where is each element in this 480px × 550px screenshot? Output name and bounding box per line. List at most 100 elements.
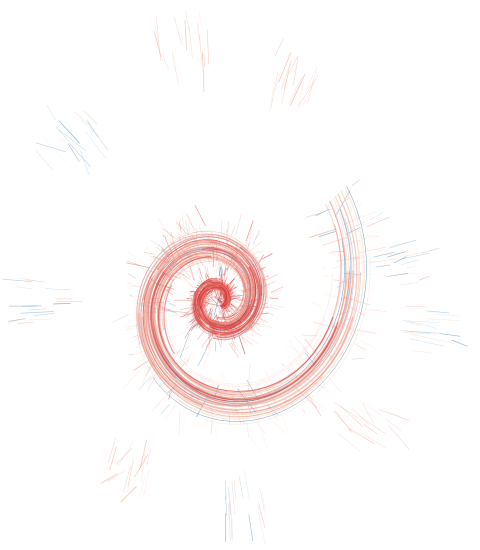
fringe-filament xyxy=(203,53,206,68)
spiral-stroke xyxy=(152,251,249,365)
bristle-mark xyxy=(205,302,220,307)
bristle-mark xyxy=(222,373,227,382)
bristle-mark xyxy=(256,328,261,332)
bristle-mark xyxy=(265,275,269,278)
fringe-filament xyxy=(373,251,395,258)
fringe-filament xyxy=(435,313,458,317)
bristle-mark xyxy=(228,286,238,294)
fringe-filament xyxy=(173,16,183,45)
fringe-filament xyxy=(387,251,406,258)
fringe-filament xyxy=(181,32,185,48)
fringe-filament xyxy=(100,473,118,484)
fringe-filament xyxy=(2,278,32,282)
fringe-filament xyxy=(248,514,254,541)
fringe-filament xyxy=(202,51,205,93)
fringe-filament xyxy=(86,119,99,138)
bristle-mark xyxy=(225,308,233,312)
spiral-stroke xyxy=(205,254,371,425)
bristle-mark xyxy=(264,368,276,393)
fringe-filament xyxy=(405,330,441,334)
fringe-filament xyxy=(140,439,148,468)
bristle-mark xyxy=(160,404,170,415)
fringe-filament xyxy=(340,405,363,427)
fringe-filament xyxy=(301,75,318,108)
bristle-mark xyxy=(318,230,336,238)
bristle-mark xyxy=(288,339,303,361)
spiral-stroke xyxy=(200,283,229,300)
bristle-mark xyxy=(248,224,252,248)
fringe-filament xyxy=(268,82,275,115)
bristle-mark xyxy=(200,336,210,349)
fringe-filament xyxy=(389,239,417,248)
bristle-mark xyxy=(292,334,307,349)
bristle-mark xyxy=(179,312,193,318)
bristle-mark xyxy=(223,310,226,316)
spiral-stroke xyxy=(163,284,175,355)
fringe-filament xyxy=(230,500,233,541)
bristle-mark xyxy=(181,411,188,431)
spiral-stroke xyxy=(217,234,267,334)
bristle-mark xyxy=(125,323,143,330)
fringe-filament xyxy=(409,338,445,347)
spiral-stroke xyxy=(156,325,226,396)
fringe-filament xyxy=(161,53,170,70)
fringe-filament xyxy=(87,121,109,151)
bristle-mark xyxy=(179,332,190,358)
fringe-filament xyxy=(185,10,190,33)
spiral-stroke xyxy=(197,282,232,301)
bristle-mark xyxy=(226,267,229,272)
fringe-filament xyxy=(68,143,80,162)
bristle-mark xyxy=(238,335,246,355)
bristle-mark xyxy=(238,236,240,242)
spiral-stroke xyxy=(204,277,250,323)
bristle-mark xyxy=(141,268,158,274)
bristle-mark xyxy=(233,297,243,300)
bristle-mark xyxy=(176,263,189,273)
bristle-mark xyxy=(308,228,337,239)
bristle-mark xyxy=(178,233,184,238)
spiral-stroke xyxy=(188,259,236,274)
bristle-mark xyxy=(184,220,189,234)
fringe-filament xyxy=(17,321,34,324)
fringe-filament xyxy=(58,129,86,151)
fringe-filament xyxy=(171,51,179,84)
spiral-stroke xyxy=(227,259,248,305)
bristle-mark xyxy=(181,213,186,239)
fringe-filament xyxy=(19,277,38,282)
bristle-mark xyxy=(138,375,152,390)
bristle-mark xyxy=(186,213,195,231)
bristle-mark xyxy=(258,250,264,254)
bristle-mark xyxy=(191,234,201,249)
bristle-mark xyxy=(313,322,339,329)
bristle-mark xyxy=(126,281,139,288)
bristle-mark xyxy=(184,325,193,339)
fringe-filament xyxy=(27,308,48,311)
bristle-mark xyxy=(367,309,387,312)
bristle-mark xyxy=(245,220,254,242)
fringe-filament xyxy=(83,110,98,125)
spiral-stroke xyxy=(231,260,250,320)
bristle-mark xyxy=(146,253,156,260)
fringe-filament xyxy=(64,121,81,138)
fringe-filament xyxy=(278,52,292,83)
bristle-mark xyxy=(195,360,207,376)
fringe-filament xyxy=(403,331,436,335)
bristle-mark xyxy=(228,306,233,310)
fringe-filament xyxy=(287,56,298,77)
bristle-mark xyxy=(332,263,346,270)
spiral-stroke xyxy=(156,252,249,321)
fringe-filament xyxy=(270,72,279,109)
fringe-filament xyxy=(143,469,150,496)
bristle-mark xyxy=(198,267,203,279)
fringe-filament xyxy=(153,30,162,58)
bristle-mark xyxy=(188,285,194,288)
bristle-mark xyxy=(338,272,362,284)
bristle-mark xyxy=(164,309,189,314)
bristle-mark xyxy=(178,269,183,271)
bristle-mark xyxy=(179,272,191,280)
fringe-filament xyxy=(307,67,317,104)
bristle-mark xyxy=(176,271,190,280)
fringe-filament xyxy=(156,15,161,62)
bristle-mark xyxy=(158,218,173,239)
bristle-mark xyxy=(257,313,268,315)
